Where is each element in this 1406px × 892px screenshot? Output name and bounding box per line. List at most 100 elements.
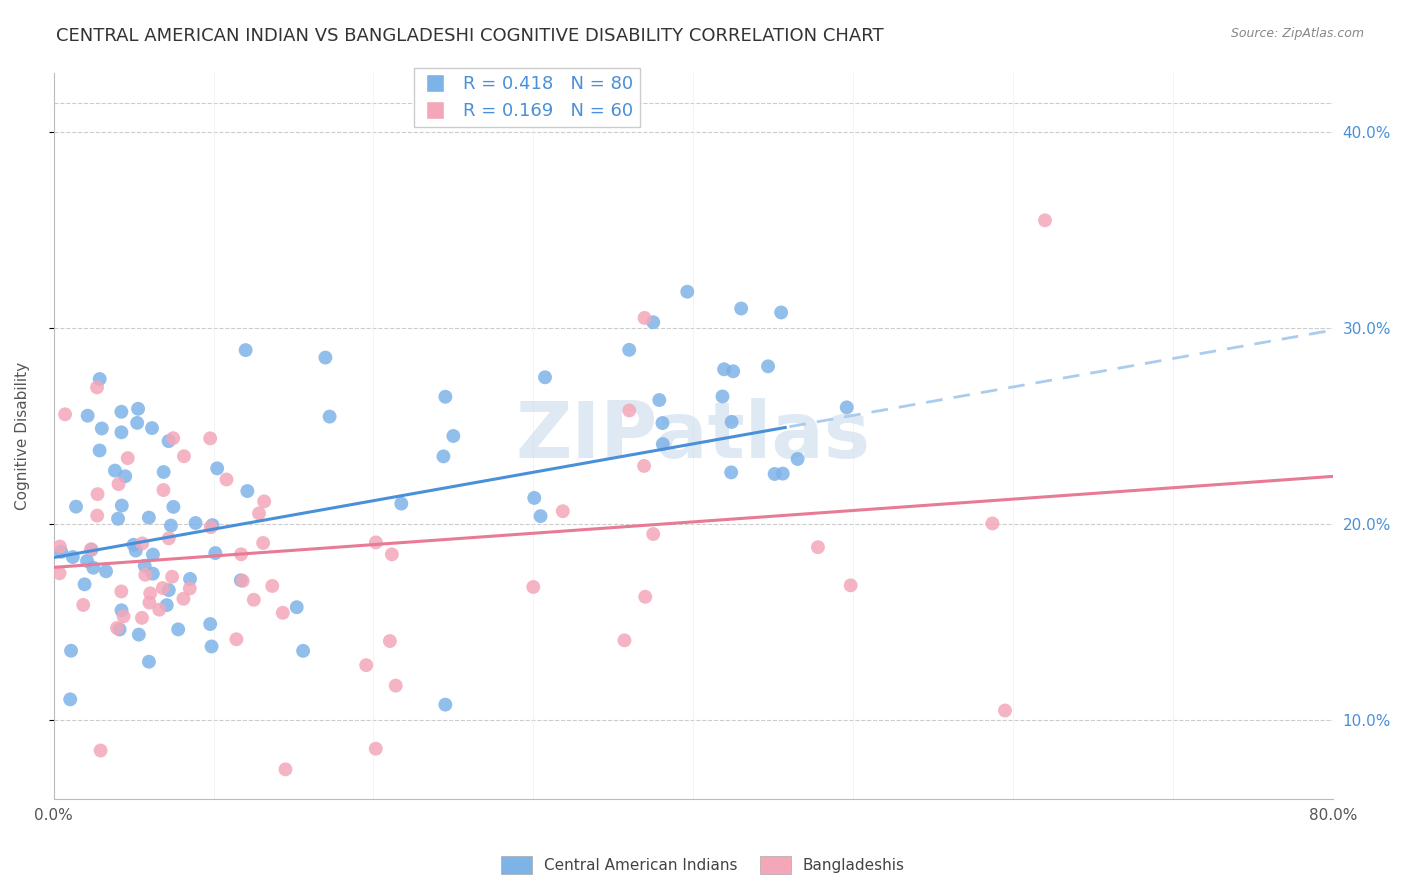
Y-axis label: Cognitive Disability: Cognitive Disability	[15, 362, 30, 510]
Point	[235, 343, 257, 357]
Point	[981, 516, 1004, 531]
Point	[529, 509, 551, 524]
Point	[441, 429, 464, 443]
Point	[232, 574, 254, 588]
Point	[786, 452, 808, 467]
Point	[378, 634, 401, 648]
Point	[142, 548, 165, 562]
Point	[48, 566, 70, 581]
Point	[94, 564, 117, 578]
Text: CENTRAL AMERICAN INDIAN VS BANGLADESHI COGNITIVE DISABILITY CORRELATION CHART: CENTRAL AMERICAN INDIAN VS BANGLADESHI C…	[56, 27, 884, 45]
Point	[80, 542, 103, 557]
Point	[432, 450, 454, 464]
Point	[381, 548, 404, 562]
Point	[141, 421, 163, 435]
Point	[271, 606, 294, 620]
Point	[90, 421, 112, 435]
Point	[172, 591, 194, 606]
Point	[72, 598, 94, 612]
Point	[633, 458, 655, 473]
Point	[229, 547, 252, 561]
Point	[105, 621, 128, 635]
Point	[839, 578, 862, 592]
Point	[720, 415, 742, 429]
Point	[76, 554, 98, 568]
Point	[53, 407, 76, 421]
Point	[162, 500, 184, 514]
Point	[633, 310, 655, 325]
Point	[770, 305, 793, 319]
Point	[51, 545, 73, 559]
Point	[89, 443, 111, 458]
Point	[648, 392, 671, 407]
Legend: Central American Indians, Bangladeshis: Central American Indians, Bangladeshis	[495, 850, 911, 880]
Point	[643, 315, 665, 329]
Point	[62, 549, 84, 564]
Point	[142, 566, 165, 581]
Point	[243, 592, 266, 607]
Point	[59, 692, 82, 706]
Point	[139, 586, 162, 600]
Point	[274, 762, 297, 776]
Point	[252, 536, 274, 550]
Point	[721, 364, 744, 378]
Point	[204, 546, 226, 560]
Point	[730, 301, 752, 316]
Point	[200, 520, 222, 534]
Point	[122, 538, 145, 552]
Point	[1033, 213, 1056, 227]
Point	[713, 362, 735, 376]
Point	[318, 409, 340, 424]
Point	[157, 583, 180, 598]
Point	[354, 658, 377, 673]
Point	[125, 543, 148, 558]
Point	[215, 473, 238, 487]
Point	[434, 390, 457, 404]
Point	[128, 627, 150, 641]
Point	[434, 698, 457, 712]
Point	[634, 590, 657, 604]
Point	[285, 600, 308, 615]
Point	[198, 617, 221, 632]
Point	[49, 540, 72, 554]
Point	[110, 584, 132, 599]
Point	[807, 540, 830, 554]
Point	[82, 560, 104, 574]
Point	[651, 437, 673, 451]
Point	[205, 461, 228, 475]
Point	[127, 401, 149, 416]
Point	[173, 449, 195, 463]
Point	[835, 401, 858, 415]
Point	[60, 644, 83, 658]
Point	[138, 596, 160, 610]
Point	[314, 351, 336, 365]
Point	[114, 469, 136, 483]
Point	[134, 567, 156, 582]
Point	[292, 644, 315, 658]
Point	[167, 623, 190, 637]
Point	[152, 483, 174, 497]
Point	[364, 535, 387, 549]
Point	[112, 609, 135, 624]
Point	[89, 372, 111, 386]
Point	[720, 466, 742, 480]
Point	[117, 451, 139, 466]
Point	[127, 416, 149, 430]
Point	[763, 467, 786, 481]
Point	[76, 409, 98, 423]
Point	[157, 434, 180, 449]
Point	[138, 510, 160, 524]
Point	[551, 504, 574, 518]
Point	[86, 487, 108, 501]
Point	[104, 464, 127, 478]
Point	[138, 655, 160, 669]
Point	[523, 491, 546, 505]
Point	[772, 467, 794, 481]
Point	[179, 582, 201, 596]
Point	[148, 602, 170, 616]
Point	[160, 570, 183, 584]
Point	[107, 512, 129, 526]
Point	[522, 580, 544, 594]
Point	[86, 508, 108, 523]
Point	[179, 572, 201, 586]
